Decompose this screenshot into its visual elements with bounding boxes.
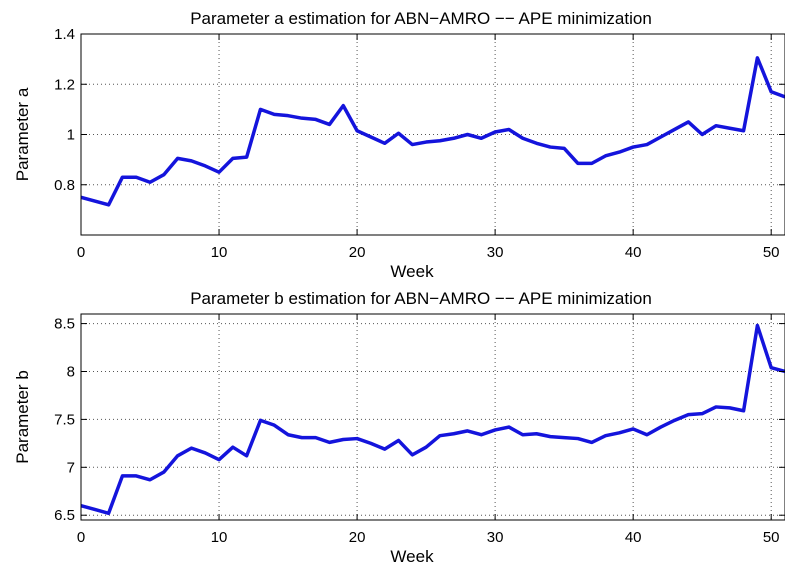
panel-a-ytick-label-0: 0.8 [54, 177, 75, 194]
panel-b-series-line [80, 323, 785, 516]
panel-b-ytick-label-0: 6.5 [54, 507, 75, 524]
panel-b-axes-box [80, 313, 785, 521]
panel-a-ytick-label-1: 1 [67, 127, 75, 144]
panel-b-xtick-label-2: 20 [349, 529, 366, 546]
panel-a-xtick-label-3: 30 [487, 244, 504, 261]
panel-b-xtick-label-3: 30 [487, 529, 504, 546]
panel-a: 0 10 20 30 40 50 0.8 1 1.2 1.4 Parameter a estimat… [13, 9, 785, 281]
panel-a-series-line [80, 56, 785, 207]
panel-b-xtick-label-4: 40 [625, 529, 642, 546]
panel-a-xtick-label-4: 40 [625, 244, 642, 261]
panel-b-title: Parameter b estimation for ABN−AMRO −− A… [190, 289, 652, 308]
panel-a-ylabel: Parameter a [13, 87, 32, 181]
panel-b-ytick-label-4: 8.5 [54, 316, 75, 333]
panel-a-xtick-label-5: 50 [763, 244, 780, 261]
panel-b-xtick-label-0: 0 [77, 529, 85, 546]
panel-b-ytick-label-1: 7 [67, 459, 75, 476]
panel-a-title: Parameter a estimation for ABN−AMRO −− A… [190, 9, 652, 28]
panel-a-xtick-label-0: 0 [77, 244, 85, 261]
panel-a-ytick-label-2: 1.2 [54, 76, 75, 93]
panel-b-ylabel: Parameter b [13, 370, 32, 464]
panel-b-ytick-label-3: 8 [67, 363, 75, 380]
panel-a-xtick-label-1: 10 [211, 244, 228, 261]
panel-a-xtick-label-2: 20 [349, 244, 366, 261]
panel-b-xtick-label-5: 50 [763, 529, 780, 546]
panel-b-xlabel: Week [390, 547, 434, 566]
panel-b-xtick-label-1: 10 [211, 529, 228, 546]
panel-b: 0 10 20 30 40 50 6.5 7 7.5 8 8.5 Parameter b estima… [13, 289, 785, 566]
panel-a-xlabel: Week [390, 262, 434, 281]
panel-a-ytick-label-3: 1.4 [54, 26, 75, 43]
panel-b-ytick-label-2: 7.5 [54, 411, 75, 428]
